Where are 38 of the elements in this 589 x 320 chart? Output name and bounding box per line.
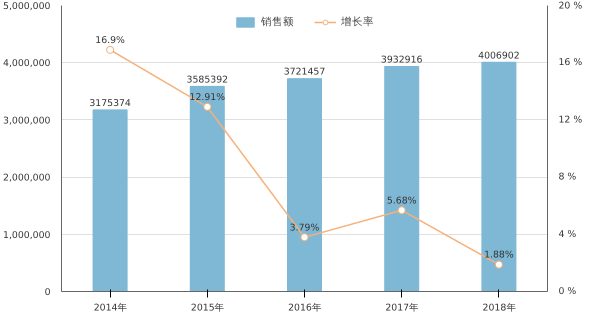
- x-tick-label: 2018年: [482, 302, 516, 314]
- y-tick-label: 2,000,000: [3, 172, 51, 184]
- point: [203, 102, 212, 111]
- y-tick-label: 0: [44, 287, 51, 298]
- data-label: 3932916: [380, 54, 423, 66]
- y-tick-label: 4,000,000: [3, 58, 51, 70]
- point: [494, 260, 503, 269]
- bar: [190, 86, 225, 292]
- y2-tick-label: 20 %: [558, 0, 582, 12]
- bar: [286, 78, 322, 292]
- data-label: 3585392: [186, 74, 228, 86]
- data-label: 4006902: [478, 50, 520, 62]
- bar: [384, 66, 420, 292]
- bar: [481, 62, 516, 292]
- y-tick-label: 1,000,000: [3, 230, 51, 241]
- y2-tick-label: 0 %: [558, 286, 576, 297]
- data-label: 3175374: [89, 98, 131, 109]
- y2-tick-label: 16 %: [558, 57, 582, 68]
- x-tick-label: 2014年: [94, 302, 126, 314]
- point: [300, 233, 308, 242]
- data-label: 12.91%: [190, 92, 226, 103]
- x-tick-label: 2016年: [288, 302, 321, 314]
- y2-tick-label: 12 %: [558, 114, 582, 126]
- y2-tick-label: 4 %: [558, 228, 576, 240]
- legend-label: 销售额: [261, 15, 294, 29]
- bar: [92, 109, 128, 292]
- data-label: 3721457: [284, 66, 326, 78]
- legend-label: 增长率: [341, 15, 374, 29]
- data-label: 1.88%: [484, 250, 514, 261]
- y-tick-label: 3,000,000: [3, 115, 51, 126]
- point: [106, 46, 114, 54]
- y2-tick-label: 8 %: [558, 172, 576, 183]
- data-label: 5.68%: [386, 195, 417, 206]
- point: [398, 206, 406, 214]
- x-tick-label: 2017年: [385, 302, 418, 314]
- data-label: 16.9%: [95, 34, 126, 46]
- x-tick-label: 2015年: [190, 302, 224, 314]
- y-tick-label: 5,000,000: [3, 1, 51, 12]
